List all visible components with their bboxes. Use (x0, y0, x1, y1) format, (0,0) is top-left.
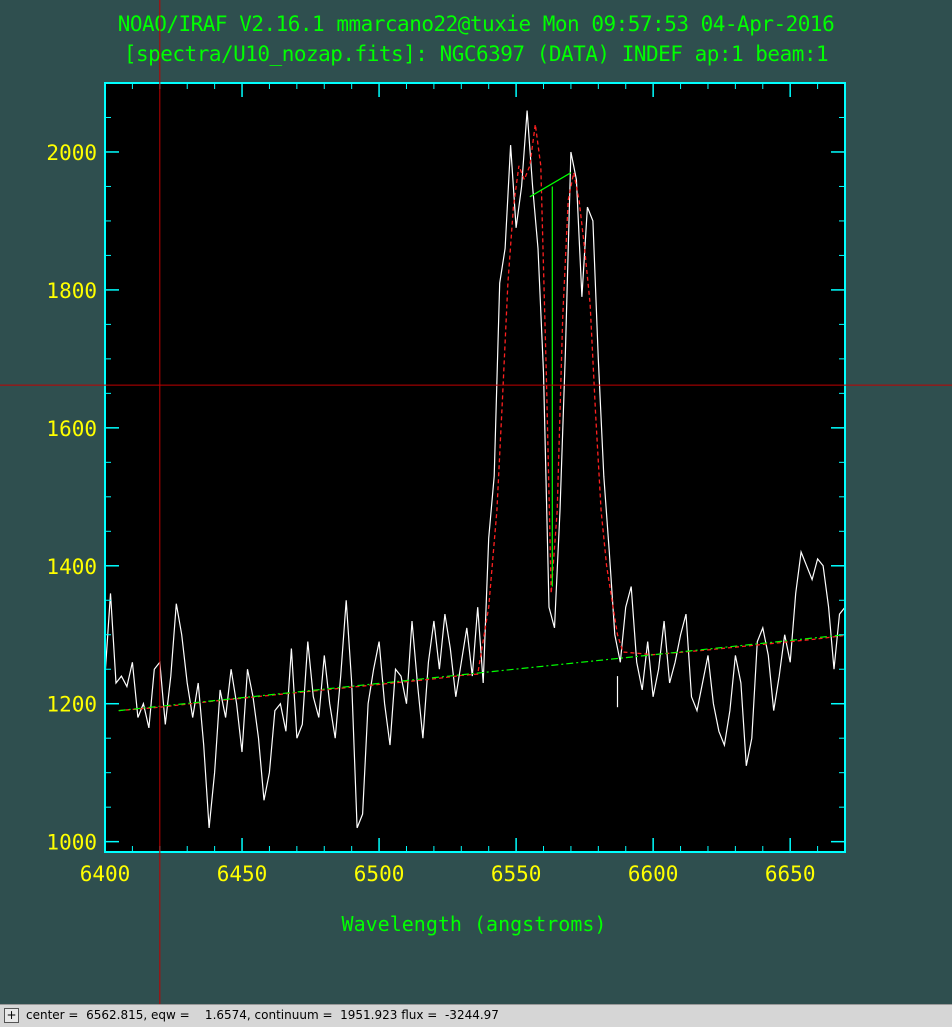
plot-frame (104, 82, 846, 853)
plot-header-line1: NOAO/IRAF V2.16.1 mmarcano22@tuxie Mon 0… (117, 12, 835, 36)
status-bar: + center = 6562.815, eqw = 1.6574, conti… (0, 1004, 952, 1027)
y-tick-label: 1200 (46, 693, 97, 717)
y-tick-label: 1800 (46, 279, 97, 303)
x-tick-label: 6400 (80, 862, 131, 886)
peak-segment-line (529, 172, 572, 198)
plot-header-line2: [spectra/U10_nozap.fits]: NGC6397 (DATA)… (123, 42, 829, 66)
y-tick-label: 1600 (46, 417, 97, 441)
x-tick-label: 6600 (628, 862, 679, 886)
x-tick-label: 6500 (354, 862, 405, 886)
status-readout: center = 6562.815, eqw = 1.6574, continu… (26, 1008, 499, 1022)
x-tick-label: 6450 (217, 862, 268, 886)
plot-area[interactable] (105, 83, 845, 852)
y-tick-label: 2000 (46, 141, 97, 165)
x-tick-label: 6550 (491, 862, 542, 886)
spectrum-line (104, 110, 846, 829)
expand-toggle-button[interactable]: + (4, 1008, 19, 1023)
x-axis-label: Wavelength (angstroms) (342, 912, 607, 936)
continuum-line (118, 634, 846, 712)
x-tick-label: 6650 (765, 862, 816, 886)
y-tick-label: 1000 (46, 831, 97, 855)
y-tick-label: 1400 (46, 555, 97, 579)
spectrum-plot[interactable]: 6400 6450 6500 6550 6600 6650 1000 1200 1400 1600… (0, 0, 952, 1004)
fit-line (118, 124, 846, 712)
